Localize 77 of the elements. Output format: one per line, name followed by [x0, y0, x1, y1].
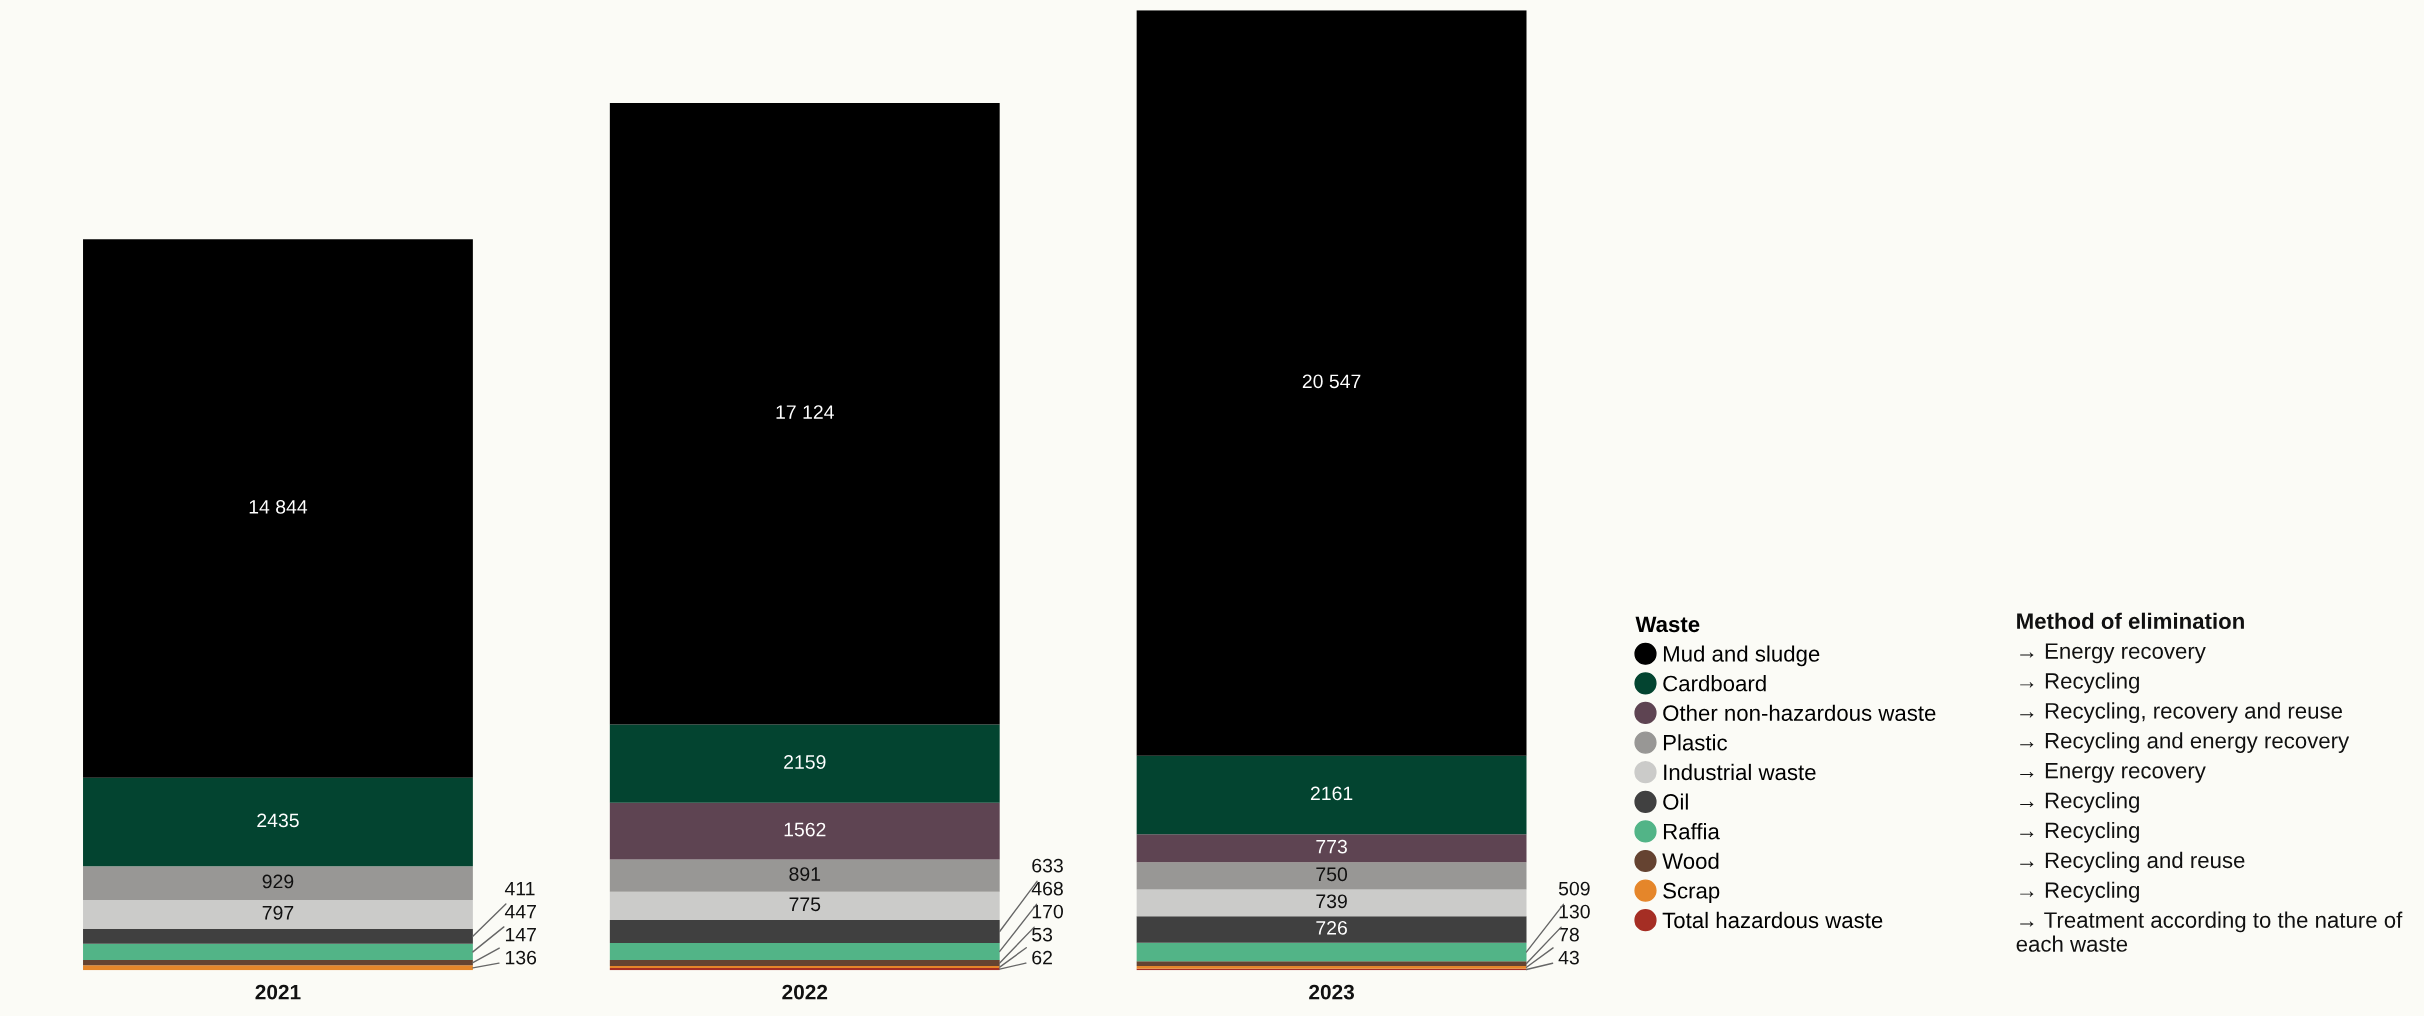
bar: [609, 103, 1000, 725]
data-label: 1562: [784, 822, 826, 837]
data-label: 130: [1559, 904, 1590, 919]
bar: [609, 859, 1000, 892]
text: → Recycling, recovery and reuse: [2020, 702, 2342, 724]
legend-label: Scrap: [1663, 882, 1720, 903]
data-label: 2159: [784, 755, 826, 769]
data-label: 53: [1032, 927, 1053, 942]
legend-label: Oil: [1663, 793, 1688, 810]
data-label: 739: [1316, 894, 1347, 909]
bar: [1136, 862, 1527, 890]
bar: [609, 724, 1000, 803]
bar: [83, 777, 473, 867]
data-label: 509: [1558, 881, 1590, 896]
bar: [83, 943, 473, 961]
bar: [1136, 755, 1527, 835]
text: → Recycling and energy recovery: [2020, 732, 2350, 753]
legend-title: Waste: [1635, 616, 1700, 633]
bar: [1136, 942, 1527, 962]
text: → Energy recovery: [2020, 762, 2206, 783]
data-label: 468: [1031, 881, 1063, 896]
text: → Recycling: [2020, 792, 2139, 813]
x-tick-label: 2022: [782, 984, 828, 1000]
data-label: 773: [1316, 839, 1347, 854]
data-label: 726: [1316, 920, 1347, 935]
bar: [1136, 916, 1527, 943]
bar: [609, 802, 1000, 860]
x-tick-label: 2023: [1309, 984, 1355, 1000]
text: → Recycling: [2020, 881, 2139, 903]
data-label: 775: [789, 897, 821, 912]
bar: [83, 928, 473, 944]
bar: [609, 942, 1000, 960]
data-label: 411: [504, 881, 535, 896]
data-label: 929: [262, 874, 294, 889]
data-label: 14 844: [249, 499, 308, 514]
legend-label: Mud and sludge: [1663, 645, 1820, 667]
text: Method of elimination: [2017, 612, 2244, 630]
data-label: 891: [789, 867, 821, 881]
bar: [1136, 889, 1527, 917]
data-label: 78: [1559, 927, 1579, 942]
text: → Treatment according to the nature of each waste: [2016, 911, 2403, 952]
data-label: 136: [505, 950, 537, 965]
data-label: 2161: [1310, 786, 1353, 801]
data-label: 447: [504, 904, 536, 919]
data-label: 20 547: [1302, 374, 1361, 389]
text: → Recycling and reuse: [2020, 851, 2245, 873]
bar: [83, 960, 473, 966]
data-label: 147: [505, 927, 536, 942]
data-label: 17 124: [776, 405, 834, 419]
legend-label: Plastic: [1663, 734, 1728, 751]
data-label: 633: [1032, 858, 1063, 873]
data-label: 62: [1032, 950, 1052, 965]
bar: [1136, 961, 1527, 966]
bar: [83, 965, 473, 971]
bar: [609, 959, 1000, 967]
bar: [609, 919, 1000, 943]
bar: [1136, 834, 1527, 863]
legend-label: Industrial waste: [1664, 763, 1816, 781]
bar: [1136, 10, 1527, 756]
bar: [83, 899, 473, 929]
legend-label: Raffia: [1663, 823, 1720, 840]
text: → Energy recovery: [2020, 643, 2206, 664]
text: → Recycling: [2020, 821, 2139, 843]
legend-label: Cardboard: [1663, 675, 1766, 692]
legend-label: Wood: [1662, 852, 1719, 869]
bar: [83, 866, 473, 900]
data-label: 2435: [257, 813, 299, 828]
x-tick-label: 2021: [255, 984, 301, 1000]
text: → Recycling: [2020, 672, 2139, 694]
legend-label: Other non-hazardous waste: [1663, 704, 1936, 721]
data-label: 797: [262, 905, 294, 920]
bar: [609, 891, 1000, 920]
data-label: 170: [1032, 904, 1063, 919]
data-label: 750: [1316, 867, 1348, 882]
bar: [83, 239, 473, 778]
legend-label: Total hazardous waste: [1662, 911, 1883, 929]
data-label: 43: [1558, 950, 1579, 965]
